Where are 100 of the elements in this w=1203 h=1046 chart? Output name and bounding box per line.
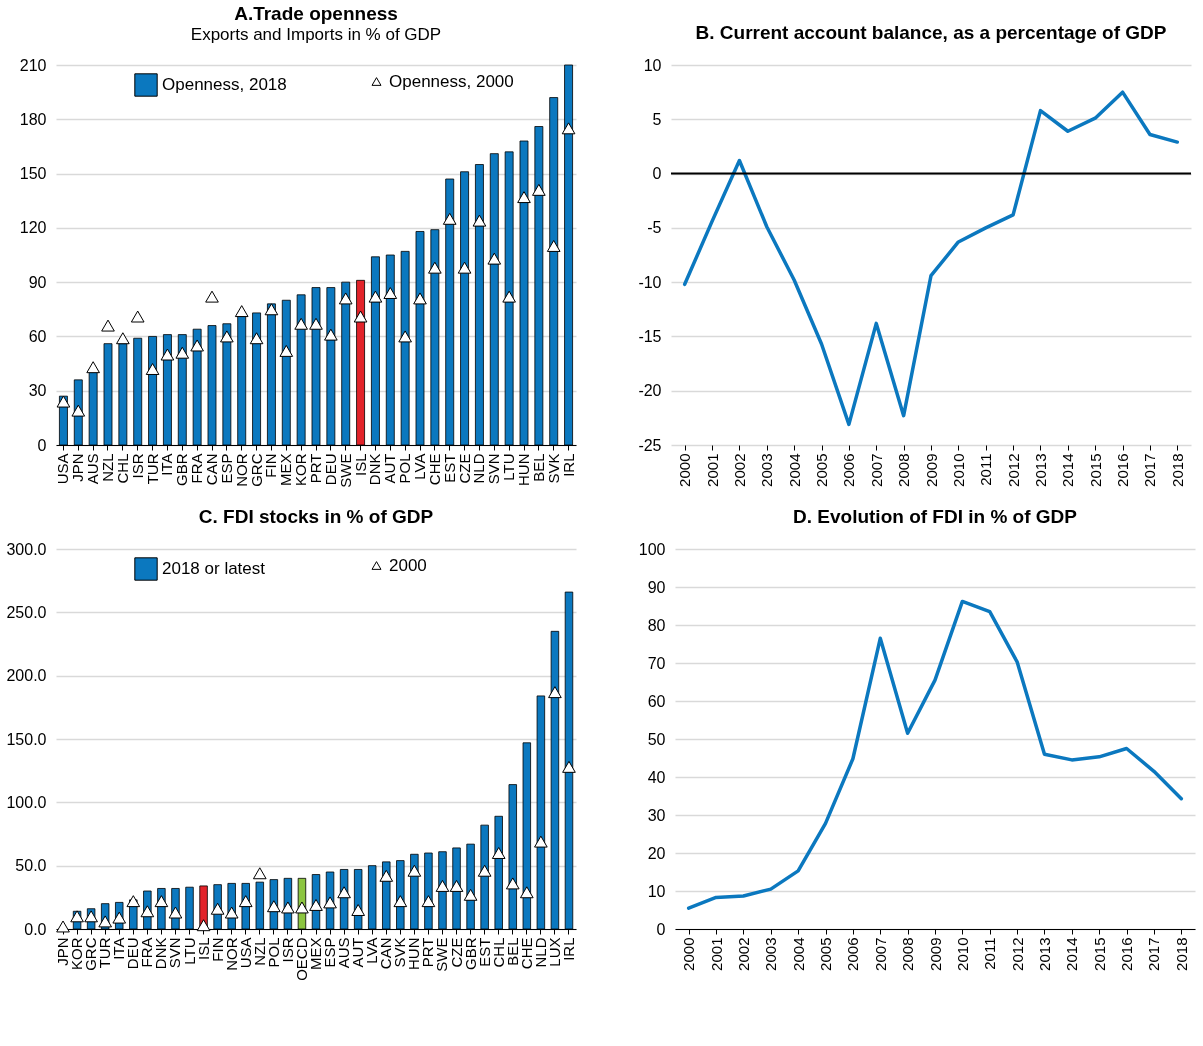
chart-title: B. Current account balance, as a percentage of GDP (695, 22, 1167, 43)
point (379, 869, 394, 882)
chart-title: A.Trade openness (234, 3, 398, 24)
y-tick-label: 60 (647, 692, 666, 710)
x-tick-label: 2006 (840, 453, 858, 487)
x-tick-label: SVK (544, 453, 562, 484)
point (238, 895, 253, 908)
point (84, 910, 98, 923)
x-tick-label: 2005 (813, 453, 831, 487)
point (116, 332, 130, 345)
x-tick-label: 2008 (899, 937, 917, 971)
x-tick-label: GRC (247, 453, 265, 487)
y-tick-label: 0.0 (24, 920, 47, 938)
point (546, 239, 561, 252)
point (421, 895, 436, 908)
point (477, 864, 492, 877)
x-tick-label: 2012 (1008, 937, 1026, 971)
point (70, 910, 84, 923)
x-tick-label: AUS (84, 453, 102, 485)
point (140, 905, 155, 918)
point (279, 344, 294, 357)
point (491, 847, 506, 859)
point (407, 864, 422, 877)
point (534, 835, 548, 848)
x-tick-label: 2003 (762, 937, 780, 971)
y-tick-label: -5 (647, 219, 662, 237)
x-tick-label: 2018 (1172, 937, 1190, 971)
point (309, 898, 323, 911)
legend-label: Openness, 2000 (389, 71, 514, 91)
y-tick-label: 50 (647, 730, 666, 748)
x-tick-label: 2016 (1118, 937, 1136, 971)
x-tick-label: 2005 (817, 937, 835, 971)
point (519, 886, 534, 899)
x-tick-label: 2015 (1086, 453, 1104, 487)
y-tick-label: 5 (652, 110, 662, 128)
y-tick-label: 0 (652, 165, 662, 183)
x-tick-label: 2010 (949, 453, 967, 487)
y-tick-label: 150.0 (6, 730, 47, 748)
y-tick-label: 100.0 (6, 793, 47, 811)
x-tick-label: 2007 (871, 937, 889, 971)
x-tick-label: MEX (307, 937, 324, 971)
point (517, 191, 531, 204)
point (210, 902, 225, 915)
point (252, 867, 267, 880)
y-tick-label: 300.0 (6, 540, 47, 558)
point (154, 895, 169, 908)
x-tick-label: 2009 (922, 453, 940, 487)
x-tick-label: PRT (307, 453, 324, 484)
y-tick-label: 10 (647, 882, 666, 900)
point (323, 896, 337, 909)
y-tick-label: 10 (643, 56, 662, 74)
point (383, 287, 398, 299)
x-tick-label: 2001 (703, 453, 721, 487)
point (56, 395, 71, 408)
y-tick-label: 30 (28, 382, 47, 400)
point (393, 895, 408, 908)
x-tick-label: CZE (455, 453, 473, 484)
y-tick-label: 80 (647, 616, 666, 634)
point (190, 339, 204, 352)
point (175, 346, 190, 359)
x-tick-label: 2010 (953, 937, 971, 971)
point (502, 290, 516, 303)
x-tick-label: 2011 (981, 937, 999, 970)
x-tick-label: 2001 (707, 937, 725, 971)
x-tick-label: 2006 (844, 937, 862, 971)
point (449, 879, 464, 892)
point (126, 895, 141, 908)
x-tick-label: KOR (292, 453, 310, 487)
x-tick-label: 2018 (1168, 453, 1186, 487)
x-tick-label: MEX (277, 453, 295, 487)
x-tick-label: SWE (336, 453, 354, 488)
y-tick-label: 200.0 (6, 667, 47, 685)
point (562, 760, 576, 773)
point (130, 310, 145, 323)
line-series (686, 599, 1184, 910)
x-tick-label: 2014 (1063, 937, 1081, 971)
x-tick-label: NZL (99, 453, 116, 482)
point (101, 319, 115, 332)
x-tick-label: AUT (381, 453, 399, 484)
y-tick-label: 90 (28, 273, 47, 291)
x-tick-label: 2016 (1114, 453, 1132, 487)
point (435, 879, 450, 892)
y-tick-label: 100 (638, 540, 666, 558)
x-tick-label: BEL (529, 453, 547, 482)
legend-label: 2018 or latest (162, 559, 266, 578)
point (234, 305, 249, 318)
x-tick-label: CHE (425, 453, 443, 486)
x-tick-label: DEU (321, 453, 339, 486)
y-tick-label: 180 (19, 110, 47, 128)
point (71, 404, 86, 417)
point (561, 122, 576, 135)
y-tick-label: 40 (647, 768, 666, 786)
x-tick-label: 2002 (734, 937, 752, 971)
point (267, 900, 281, 913)
x-tick-label: NLD (470, 453, 488, 484)
x-tick-label: 2007 (867, 453, 885, 487)
point (264, 303, 279, 316)
point (368, 290, 383, 303)
x-tick-label: SVN (485, 453, 503, 485)
y-tick-label: 70 (647, 654, 666, 672)
